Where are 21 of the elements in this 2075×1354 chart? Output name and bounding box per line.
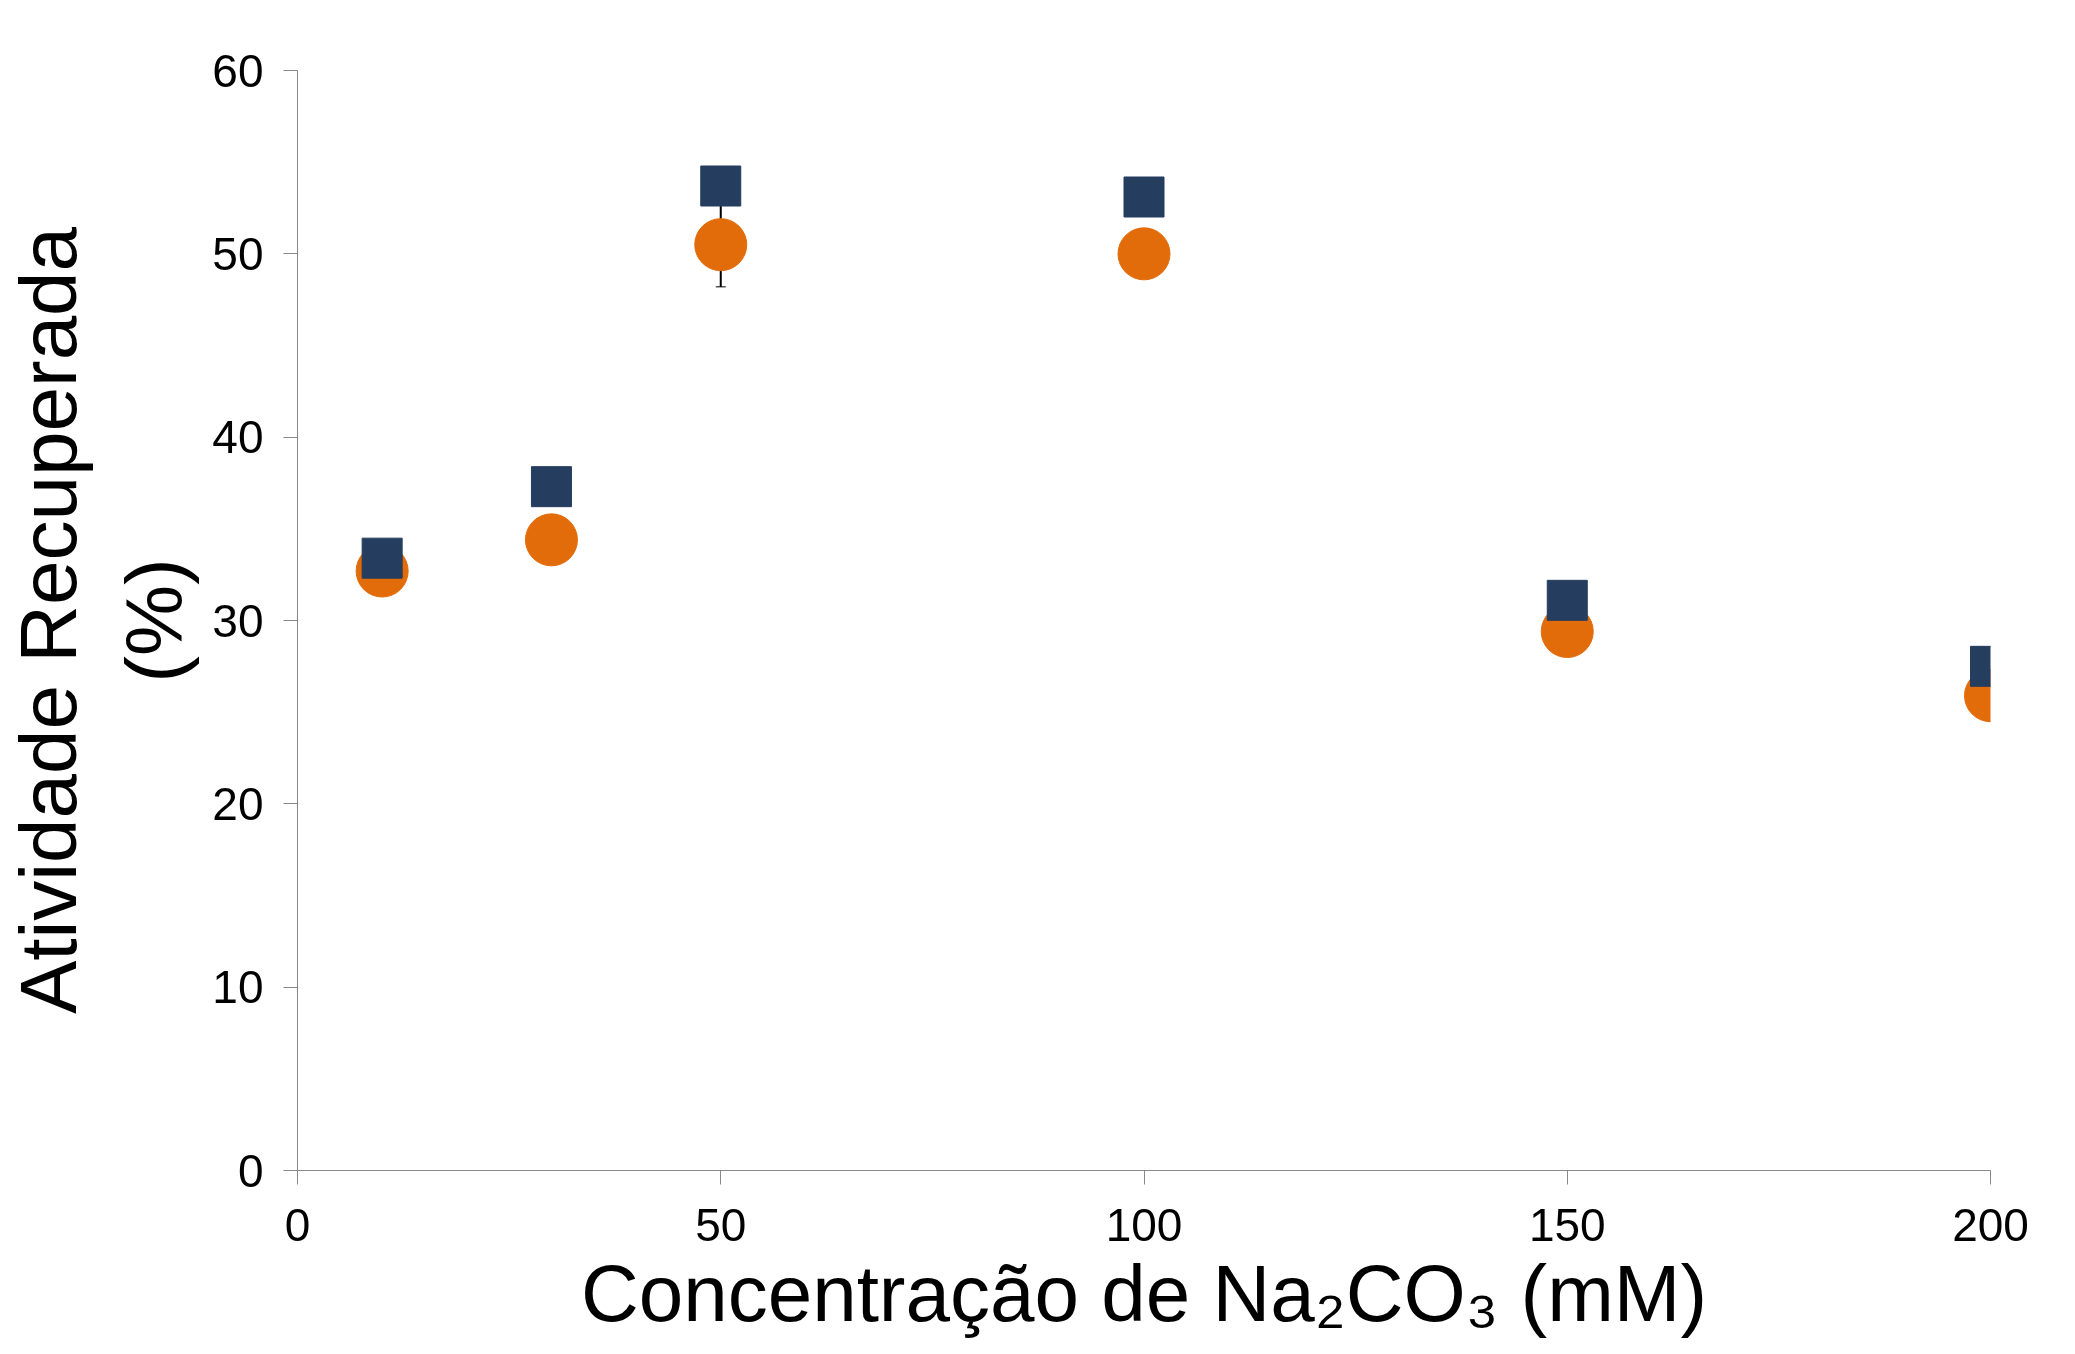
x-tick-label: 200 [1952,1198,2029,1251]
point [1117,227,1171,281]
y-tick-label: 20 [212,777,264,830]
point [530,466,572,508]
y-tick-label: 60 [212,44,264,97]
y-tick-label: 10 [212,961,264,1014]
y-tick-label: 0 [237,1144,264,1197]
y-tick-label: 30 [212,594,264,647]
y-tick-label: 40 [212,411,264,464]
point [700,165,742,207]
point [524,513,578,567]
point [1123,176,1165,218]
x-tick-label: 0 [284,1198,311,1251]
x-tick-label: 100 [1105,1198,1183,1251]
y-tick-label: 50 [212,227,264,280]
point [694,218,748,272]
y-axis-title: Atividade Recuperada (%) [3,226,200,1015]
x-axis-title: Concentração de Na₂CO₃ (mM) [580,1248,1708,1338]
point [1546,579,1588,621]
x-tick-label: 150 [1528,1198,1606,1251]
x-tick-label: 50 [695,1198,747,1251]
